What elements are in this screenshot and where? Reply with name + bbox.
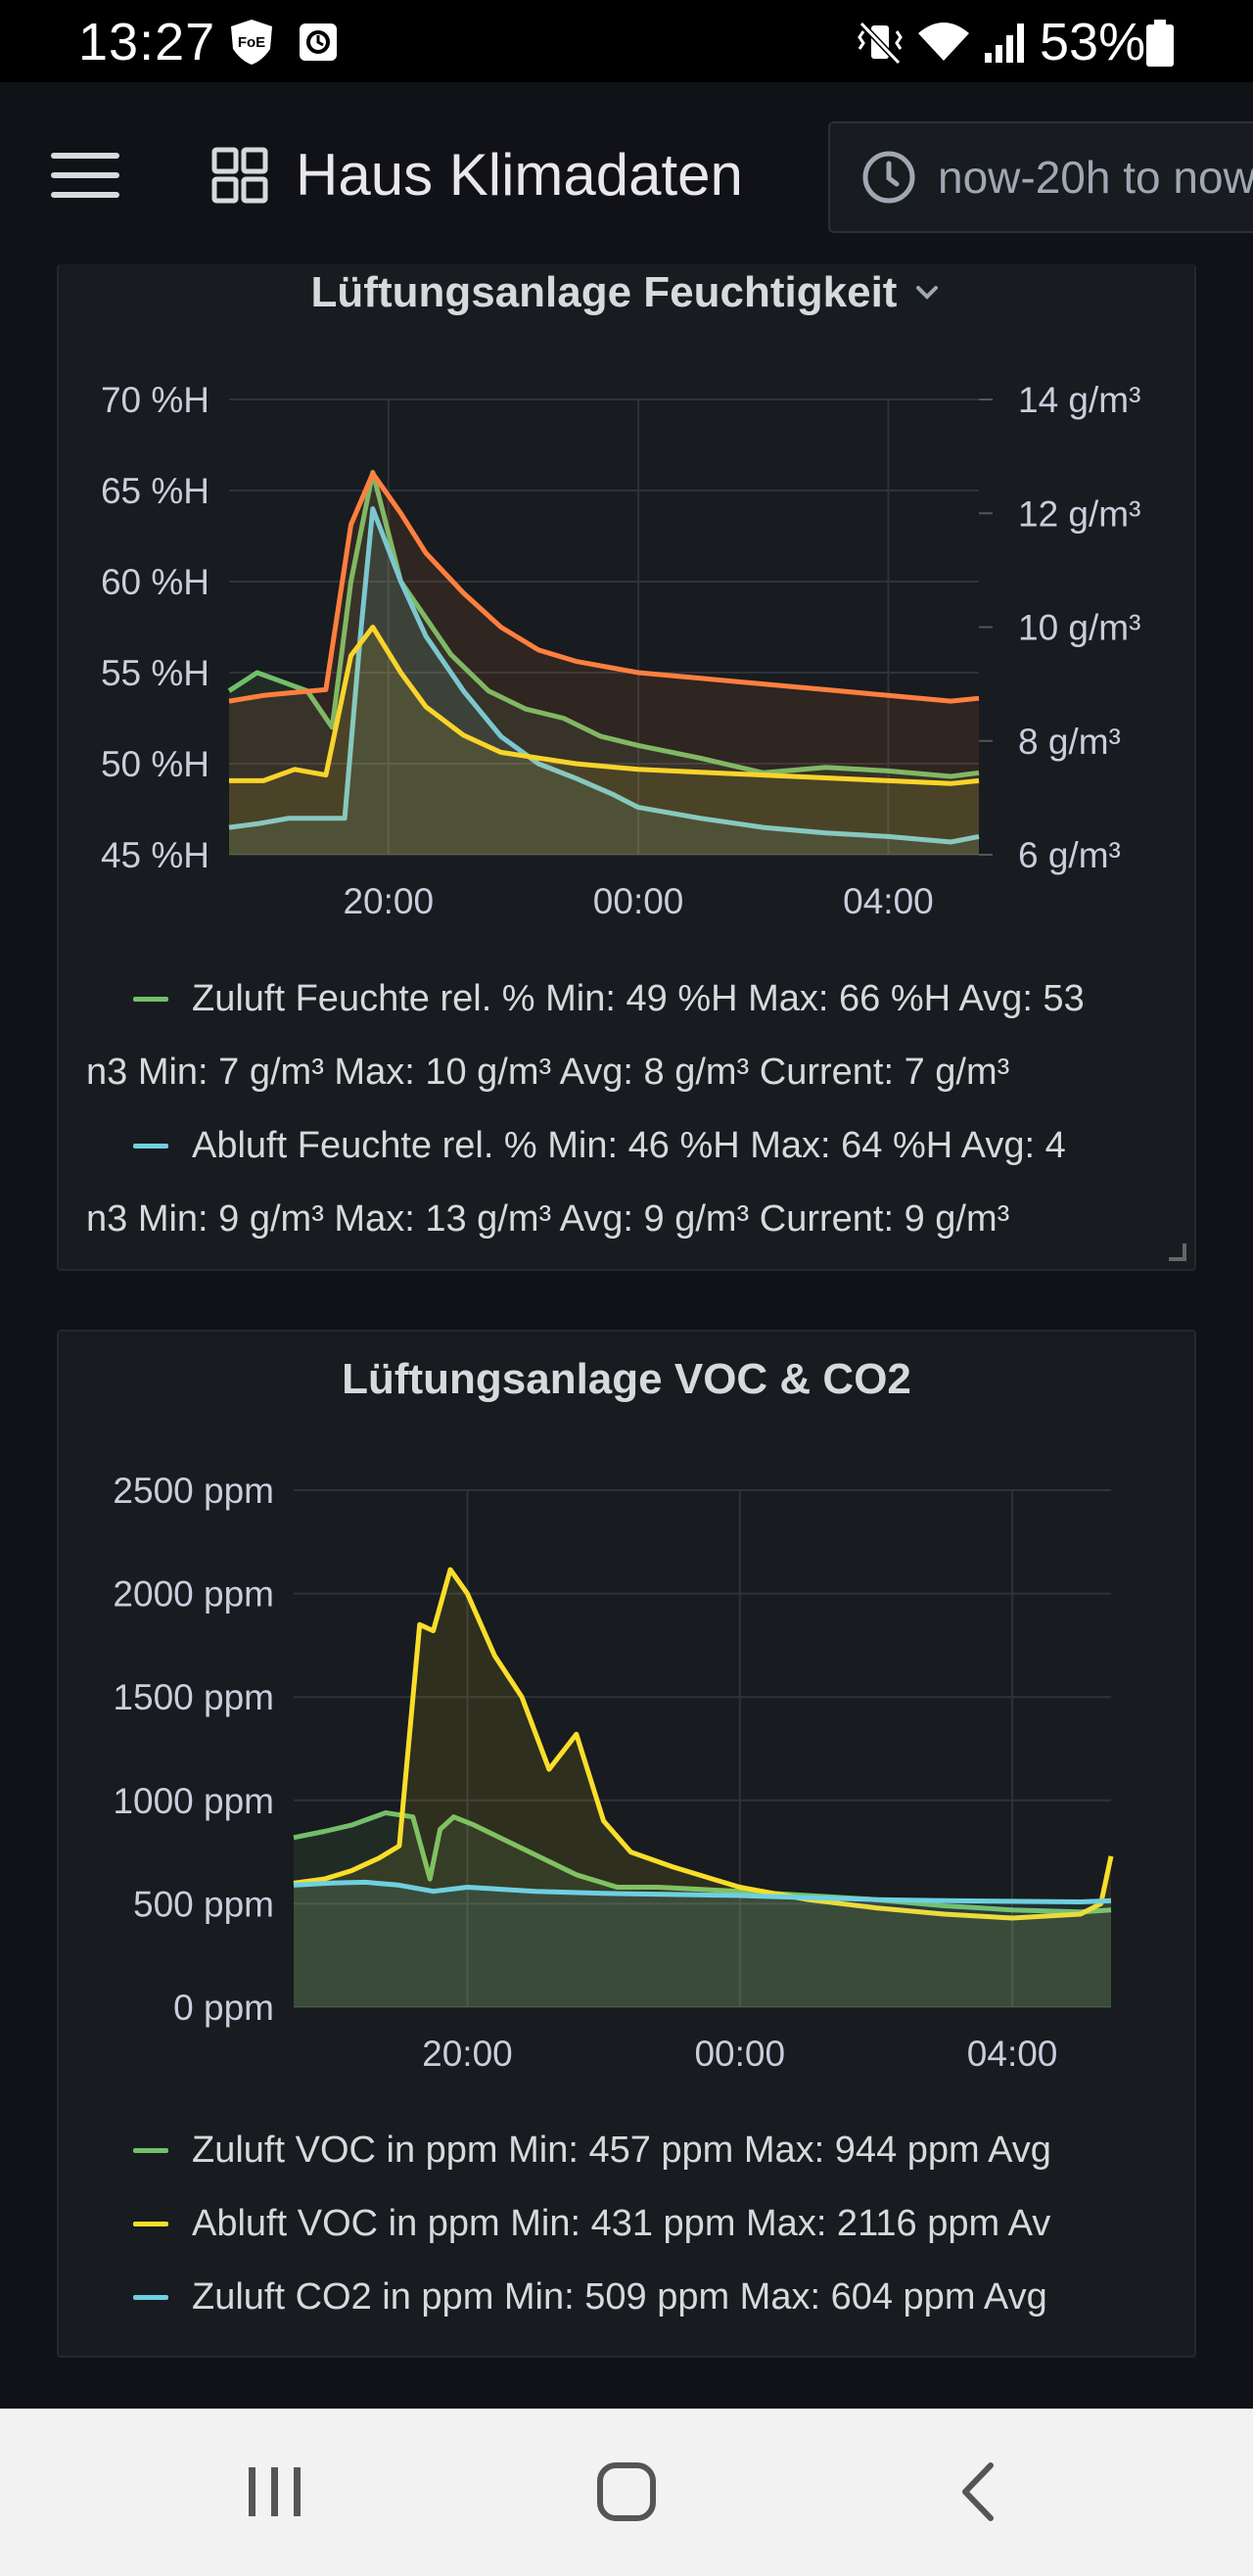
status-bar: 13:27 FoE 53% [0, 0, 1253, 82]
y-tick-label: 0 ppm [173, 1988, 274, 2028]
y-tick-label: 50 %H [101, 744, 209, 784]
x-tick-label: 04:00 [967, 2034, 1058, 2074]
legend-text: Zuluft VOC in ppm Min: 457 ppm Max: 944 … [192, 2129, 1051, 2171]
legend-item[interactable]: Zuluft VOC in ppm Min: 457 ppm Max: 944 … [59, 2121, 1194, 2179]
y-tick-label: 55 %H [101, 653, 209, 693]
dashboard-title[interactable]: Haus Klimadaten [211, 141, 743, 209]
y-right-tick-label: 10 g/m³ [1018, 608, 1140, 648]
series-area [229, 472, 979, 855]
dashboard-grid-icon [211, 147, 268, 203]
legend-swatch [133, 2147, 168, 2153]
y-tick-label: 500 ppm [133, 1884, 274, 1924]
legend-swatch [133, 996, 168, 1002]
android-nav-bar [0, 2409, 1253, 2576]
chart-voc-co2: 0 ppm 500 ppm 1000 ppm 1500 ppm 2000 ppm 2500… [113, 1471, 1114, 2074]
y-tick-label: 60 %H [101, 562, 209, 602]
y-tick-label: 65 %H [101, 471, 209, 511]
top-nav: Haus Klimadaten now-20h to now [0, 82, 1253, 278]
menu-icon[interactable] [51, 153, 121, 200]
series-line [293, 1567, 1114, 1921]
clock-icon [862, 151, 915, 204]
app-badge-text: FoE [238, 34, 265, 51]
series-area [294, 1882, 1111, 2007]
series-line [228, 471, 980, 704]
panel-title-voc[interactable]: Lüftungsanlage VOC & CO2 [342, 1355, 911, 1403]
series-area [229, 627, 979, 855]
series-area [229, 508, 979, 855]
series-area [294, 1569, 1111, 2007]
back-icon [962, 2462, 994, 2521]
y-tick-label: 1000 ppm [113, 1781, 274, 1821]
series-line [293, 1810, 1112, 1915]
y-right-tick-label: 14 g/m³ [1018, 380, 1140, 420]
home-button[interactable] [529, 2409, 724, 2576]
series-area [229, 473, 979, 855]
battery-percent: 53% [1040, 13, 1146, 71]
x-tick-label: 00:00 [694, 2034, 785, 2074]
cell-signal-icon [985, 23, 1024, 63]
wifi-icon [918, 23, 969, 61]
legend-item[interactable]: n3 Min: 9 g/m³ Max: 13 g/m³ Avg: 9 g/m³ … [59, 1190, 1194, 1248]
x-tick-label: 04:00 [843, 881, 934, 921]
panel-voc-co2: Lüftungsanlage VOC & CO2 0 ppm 500 ppm 100… [57, 1330, 1196, 2358]
y-right-tick-label: 12 g/m³ [1018, 493, 1140, 534]
legend-text: n3 Min: 7 g/m³ Max: 10 g/m³ Avg: 8 g/m³ … [86, 1051, 1010, 1093]
panel-humidity: Lüftungsanlage Feuchtigkeit 45 %H 50 %H 55… [57, 264, 1196, 1271]
series-line [227, 469, 980, 779]
legend-swatch [133, 1143, 168, 1148]
x-tick-label: 20:00 [343, 881, 434, 921]
screen-record-icon [300, 23, 337, 61]
app-badge-icon: FoE [231, 20, 272, 65]
status-time: 13:27 [78, 13, 216, 71]
y-right-tick-label: 6 g/m³ [1018, 835, 1121, 875]
panel-title-humidity[interactable]: Lüftungsanlage Feuchtigkeit [59, 268, 1194, 317]
dashboard-title-text: Haus Klimadaten [296, 142, 743, 208]
y-right-tick-label: 8 g/m³ [1018, 722, 1121, 762]
legend-text: Abluft VOC in ppm Min: 431 ppm Max: 2116… [192, 2202, 1051, 2244]
legend-swatch [133, 2294, 168, 2300]
recent-apps-button[interactable] [176, 2409, 372, 2576]
legend-item[interactable]: Abluft VOC in ppm Min: 431 ppm Max: 2116… [59, 2194, 1194, 2253]
time-range-picker[interactable]: now-20h to now [828, 121, 1253, 233]
series-line [228, 506, 980, 845]
series-line [293, 1879, 1112, 1904]
chevron-down-icon[interactable] [912, 278, 942, 307]
series-area [294, 1812, 1111, 2007]
legend-swatch [133, 2221, 168, 2226]
legend-text: Zuluft Feuchte rel. % Min: 49 %H Max: 66… [192, 977, 1085, 1019]
y-tick-label: 1500 ppm [113, 1677, 274, 1717]
legend-text: n3 Min: 9 g/m³ Max: 13 g/m³ Avg: 9 g/m³ … [86, 1197, 1010, 1240]
vibrate-mute-icon [858, 21, 903, 66]
x-tick-label: 00:00 [593, 881, 684, 921]
y-tick-label: 2500 ppm [113, 1471, 274, 1511]
series-line [229, 625, 980, 786]
legend-item[interactable]: Zuluft Feuchte rel. % Min: 49 %H Max: 66… [59, 969, 1194, 1028]
chart-humidity: 45 %H 50 %H 55 %H 60 %H 65 %H 70 %H 6 g/m³ 8 g/… [101, 380, 1141, 921]
back-button[interactable] [881, 2409, 1077, 2576]
legend-text: Abluft Feuchte rel. % Min: 46 %H Max: 64… [192, 1124, 1066, 1166]
x-tick-label: 20:00 [422, 2034, 513, 2074]
home-icon [597, 2462, 656, 2521]
time-range-text: now-20h to now [938, 152, 1253, 203]
legend-item[interactable]: Abluft Feuchte rel. % Min: 46 %H Max: 64… [59, 1116, 1194, 1175]
legend-item[interactable]: Zuluft CO2 in ppm Min: 509 ppm Max: 604 … [59, 2268, 1194, 2326]
panel-title-humidity-text: Lüftungsanlage Feuchtigkeit [310, 268, 898, 316]
legend-item[interactable]: n3 Min: 7 g/m³ Max: 10 g/m³ Avg: 8 g/m³ … [59, 1043, 1194, 1101]
recent-apps-icon [249, 2467, 301, 2516]
y-tick-label: 70 %H [101, 380, 209, 420]
panel-resize-handle[interactable] [1169, 1243, 1186, 1261]
y-tick-label: 2000 ppm [113, 1574, 274, 1615]
y-tick-label: 45 %H [101, 835, 209, 875]
legend-text: Zuluft CO2 in ppm Min: 509 ppm Max: 604 … [192, 2275, 1047, 2318]
battery-icon [1146, 20, 1174, 67]
